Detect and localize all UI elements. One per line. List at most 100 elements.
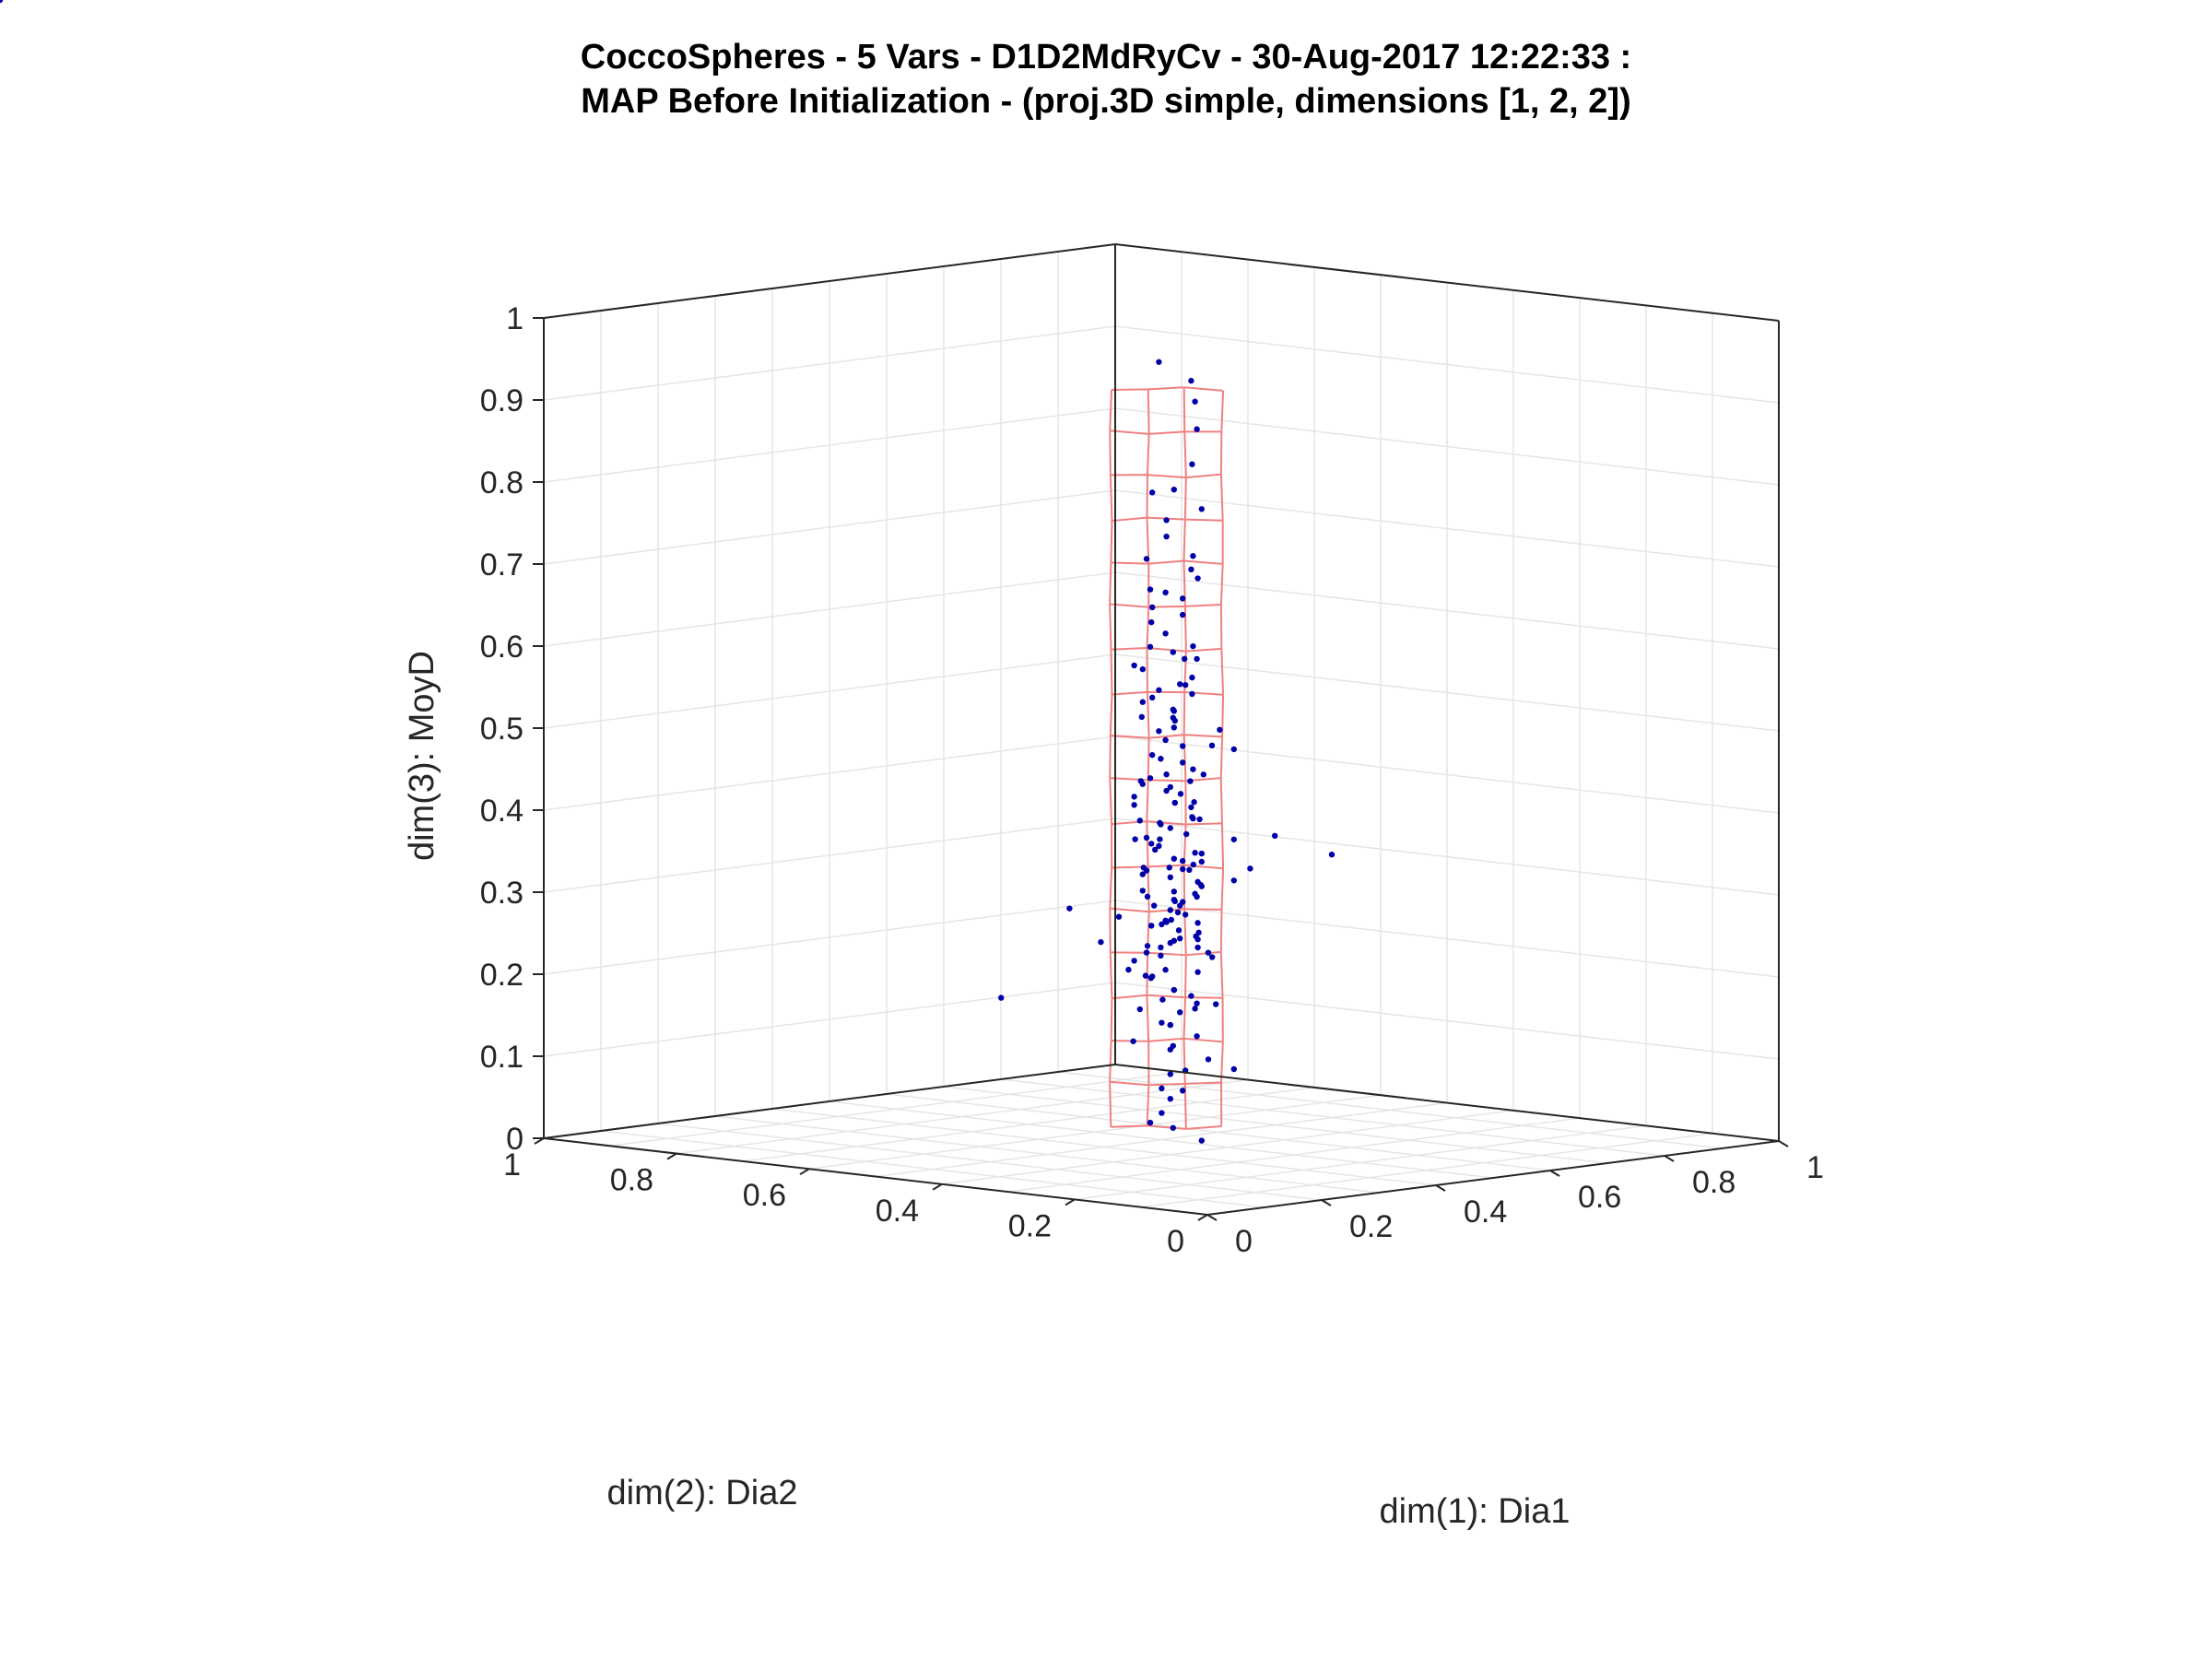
map-edge xyxy=(1147,386,1184,391)
data-point xyxy=(1272,832,1278,840)
x-tick-label: 0.4 xyxy=(1464,1194,1507,1230)
z-tick-label: 0.5 xyxy=(480,712,524,747)
data-point xyxy=(1189,674,1195,681)
x-tick-mark xyxy=(1664,1155,1675,1162)
data-point xyxy=(1167,1021,1174,1029)
data-point xyxy=(1170,1042,1177,1049)
data-point xyxy=(1139,888,1147,894)
data-point xyxy=(1167,1095,1174,1102)
map-edge xyxy=(1182,735,1187,782)
data-point xyxy=(1156,359,1162,365)
box-edge xyxy=(543,1064,1116,1139)
x-tick-label: 0 xyxy=(1235,1224,1253,1259)
data-point xyxy=(1159,1085,1165,1092)
data-point xyxy=(1144,893,1151,900)
map-edge xyxy=(1109,1081,1112,1127)
grid-line xyxy=(609,1071,1182,1147)
data-point xyxy=(1167,783,1174,791)
data-point xyxy=(1175,927,1182,934)
data-point xyxy=(1177,1009,1183,1016)
data-point xyxy=(1182,682,1189,688)
x-tick-label: 0.8 xyxy=(1692,1165,1735,1200)
data-point xyxy=(1098,938,1104,946)
map-edge xyxy=(1109,475,1113,522)
map-edge xyxy=(1182,692,1186,735)
data-point xyxy=(1139,699,1147,705)
map-edge xyxy=(1147,866,1150,912)
data-point xyxy=(1159,921,1165,928)
data-point xyxy=(1158,952,1164,959)
map-edge xyxy=(1109,694,1113,736)
data-point xyxy=(1163,919,1170,925)
map-edge xyxy=(1183,477,1187,520)
data-point xyxy=(1166,865,1173,871)
x-tick-label: 0.2 xyxy=(1349,1209,1393,1244)
map-edge xyxy=(1110,429,1149,435)
map-edge xyxy=(1147,737,1150,781)
box-edge xyxy=(543,243,1116,319)
map-edge xyxy=(1146,994,1150,1041)
data-point xyxy=(1198,858,1206,865)
map-edge xyxy=(1146,433,1150,476)
data-point xyxy=(1188,804,1194,811)
data-point xyxy=(1167,874,1174,881)
data-point xyxy=(1217,726,1223,733)
data-point xyxy=(1328,852,1335,858)
map-edge xyxy=(1185,950,1221,957)
map-edge xyxy=(1111,646,1147,651)
z-tick-label: 0.8 xyxy=(480,465,524,500)
data-point xyxy=(1171,855,1178,862)
grid-line xyxy=(543,325,1116,401)
data-point xyxy=(1192,398,1198,405)
data-point xyxy=(1137,778,1145,784)
z-tick-label: 0 xyxy=(506,1122,524,1157)
y-tick-mark xyxy=(1065,1198,1076,1206)
data-point xyxy=(1156,728,1162,735)
y-tick-label: 0.6 xyxy=(743,1178,786,1213)
data-point xyxy=(1163,771,1170,778)
data-point xyxy=(1167,1071,1174,1077)
map-edge xyxy=(1147,951,1186,957)
data-point xyxy=(1147,643,1154,651)
z-tick-label: 1 xyxy=(506,301,524,336)
map-edge xyxy=(1182,519,1186,561)
data-point xyxy=(1157,836,1163,842)
z-tick-label: 0.3 xyxy=(480,876,524,911)
data-point xyxy=(1152,846,1159,853)
data-point xyxy=(1189,690,1195,698)
data-point xyxy=(1156,687,1162,693)
axes-box xyxy=(533,243,1789,1221)
grid-line xyxy=(1057,1071,1723,1149)
map-edge xyxy=(1220,390,1225,432)
y-tick-mark xyxy=(932,1182,943,1191)
data-point xyxy=(1171,724,1178,731)
y-tick-label: 0.4 xyxy=(876,1194,919,1229)
data-point xyxy=(1162,967,1169,973)
box-edge xyxy=(543,1137,1208,1216)
box-edge xyxy=(1114,243,1780,322)
map-edge xyxy=(1148,1082,1185,1087)
map-edge xyxy=(1183,734,1223,738)
z-tick-label: 0.4 xyxy=(480,794,524,829)
grid-line xyxy=(886,1093,1551,1171)
data-point xyxy=(1190,642,1196,650)
map-edge xyxy=(1148,1037,1184,1042)
map-edge xyxy=(1111,388,1148,391)
data-point xyxy=(1158,944,1164,951)
y-tick-mark xyxy=(799,1168,810,1176)
map-edge xyxy=(1110,1080,1149,1087)
data-points xyxy=(0,0,1335,1144)
data-point xyxy=(1142,972,1149,979)
z-tick-label: 0.6 xyxy=(480,629,524,665)
grid-line xyxy=(1114,407,1780,486)
data-point xyxy=(1192,1006,1198,1012)
data-point xyxy=(1158,756,1164,762)
data-point xyxy=(1136,818,1144,824)
x-tick-label: 1 xyxy=(1806,1150,1824,1185)
data-point xyxy=(1167,825,1174,831)
data-point xyxy=(1151,902,1158,909)
map-edge xyxy=(1183,1037,1223,1043)
data-point xyxy=(1194,1000,1200,1006)
data-point xyxy=(1148,841,1155,847)
data-point xyxy=(1125,966,1132,973)
